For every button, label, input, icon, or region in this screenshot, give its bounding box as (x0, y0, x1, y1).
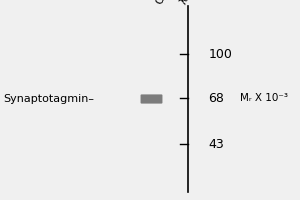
FancyBboxPatch shape (141, 94, 163, 104)
Text: Mᵣ X 10⁻³: Mᵣ X 10⁻³ (240, 93, 288, 103)
Text: Control: Control (154, 0, 180, 6)
Text: λ Ptase: λ Ptase (178, 0, 204, 6)
Text: Synaptotagmin–: Synaptotagmin– (3, 94, 94, 104)
Text: 68: 68 (208, 92, 224, 104)
Text: 43: 43 (208, 138, 224, 150)
Text: 100: 100 (208, 47, 232, 60)
